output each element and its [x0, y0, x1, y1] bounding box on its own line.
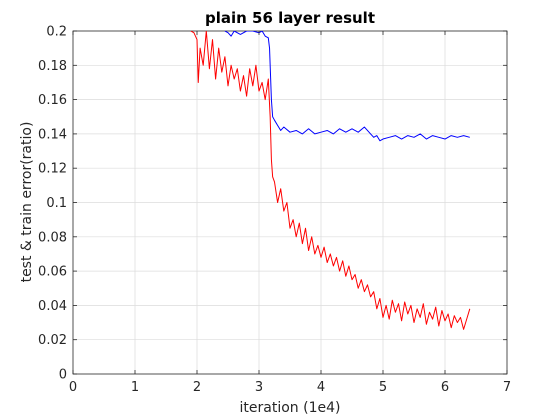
y-tick-label: 0: [59, 368, 67, 383]
y-tick-label: 0.16: [38, 93, 67, 108]
y-tick-label: 0.04: [38, 299, 67, 314]
x-axis-label: iteration (1e4): [240, 400, 341, 416]
x-axis-ticks: 0 1 2 3 4 5 6 7: [69, 31, 511, 395]
series-line-blue: [224, 31, 470, 142]
y-tick-label: 0.2: [46, 25, 67, 40]
chart-title: plain 56 layer result: [205, 9, 375, 27]
y-tick-label: 0.1: [46, 196, 67, 211]
y-axis-ticks: 0 0.02 0.04 0.06 0.08 0.1 0.12 0.14 0.16 0.18 0.2: [38, 25, 507, 383]
y-tick-label: 0.02: [38, 333, 67, 348]
x-tick-label: 0: [69, 380, 77, 395]
y-tick-label: 0.08: [38, 230, 67, 245]
y-axis-label: test & train error(ratio): [19, 122, 35, 283]
series-line-red: [190, 31, 471, 330]
x-tick-label: 6: [441, 380, 449, 395]
y-tick-label: 0.12: [38, 162, 67, 177]
x-tick-label: 7: [503, 380, 511, 395]
series-layer: [190, 31, 471, 330]
y-tick-label: 0.06: [38, 265, 67, 280]
x-tick-label: 4: [317, 380, 325, 395]
grid: [73, 31, 507, 374]
x-tick-label: 5: [379, 380, 387, 395]
y-tick-label: 0.14: [38, 127, 67, 142]
x-tick-label: 2: [193, 380, 201, 395]
x-tick-label: 1: [131, 380, 139, 395]
x-tick-label: 3: [255, 380, 263, 395]
y-tick-label: 0.18: [38, 59, 67, 74]
